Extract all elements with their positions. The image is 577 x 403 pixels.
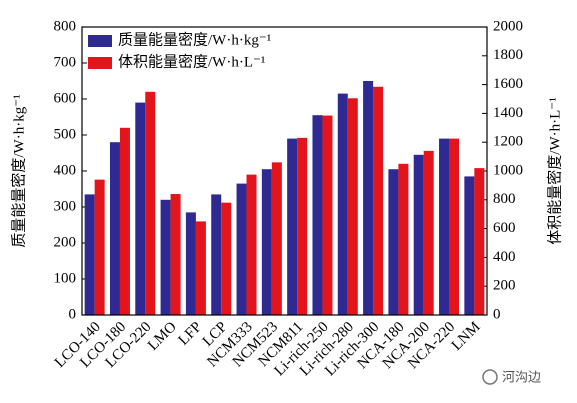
x-tick-label: LFP xyxy=(176,319,206,349)
legend-label: 体积能量密度/W·h·L⁻¹ xyxy=(118,53,265,70)
bar xyxy=(363,81,374,315)
y2-tick-label: 600 xyxy=(493,220,516,236)
bar xyxy=(398,163,409,315)
y-axis-title: 质量能量密度/W·h·kg⁻¹ xyxy=(10,94,27,247)
legend-label: 质量能量密度/W·h·kg⁻¹ xyxy=(118,31,271,48)
y2-tick-label: 1600 xyxy=(493,76,523,92)
y2-tick-label: 800 xyxy=(493,191,516,207)
y2-tick-label: 0 xyxy=(493,306,501,322)
watermark-text: 河沟边 xyxy=(502,371,541,386)
bar xyxy=(135,102,146,315)
y-tick-label: 800 xyxy=(54,18,77,34)
bar xyxy=(195,221,206,315)
bar xyxy=(322,115,333,315)
watermark: 河沟边 xyxy=(482,369,541,386)
plot-frame xyxy=(81,26,488,316)
y-tick-label: 400 xyxy=(54,162,77,178)
y-tick-label: 100 xyxy=(54,270,77,286)
bar xyxy=(297,137,308,315)
bar xyxy=(236,183,247,315)
watermark-icon xyxy=(482,369,498,385)
bar xyxy=(439,138,450,315)
bar xyxy=(287,138,298,315)
y-tick-label: 300 xyxy=(54,198,77,214)
bar xyxy=(347,98,358,315)
legend-swatch xyxy=(88,35,112,47)
bar xyxy=(221,202,232,315)
bar xyxy=(271,162,282,315)
bar xyxy=(413,154,424,315)
bar xyxy=(423,150,434,315)
bar xyxy=(94,179,105,315)
bar xyxy=(388,169,399,315)
y-tick-label: 600 xyxy=(54,90,77,106)
y2-tick-label: 2000 xyxy=(493,18,523,34)
bar xyxy=(246,174,257,315)
y-tick-label: 200 xyxy=(54,234,77,250)
y2-tick-label: 200 xyxy=(493,278,516,294)
bar xyxy=(84,194,95,315)
bar xyxy=(119,127,130,315)
bar xyxy=(211,194,222,315)
bar xyxy=(464,176,475,315)
bar xyxy=(170,194,181,315)
bar xyxy=(337,93,348,315)
y-tick-label: 0 xyxy=(69,306,77,322)
y-tick-label: 500 xyxy=(54,126,77,142)
bar xyxy=(449,138,460,315)
y2-tick-label: 1800 xyxy=(493,47,523,63)
y2-tick-label: 400 xyxy=(493,249,516,265)
bar xyxy=(261,169,272,315)
x-tick-label: LNM xyxy=(449,319,484,354)
legend-swatch xyxy=(88,57,112,69)
y-tick-label: 700 xyxy=(54,54,77,70)
bar xyxy=(185,212,196,315)
y2-tick-label: 1000 xyxy=(493,162,523,178)
bar xyxy=(373,86,384,315)
bar xyxy=(109,142,120,315)
bar xyxy=(160,199,171,315)
bar xyxy=(145,91,156,315)
y2-axis-title: 体积能量密度/W·h·L⁻¹ xyxy=(546,97,563,244)
bar xyxy=(474,168,485,315)
bar xyxy=(312,115,323,315)
x-tick-label: LMO xyxy=(145,319,180,354)
y2-tick-label: 1400 xyxy=(493,105,523,121)
y2-tick-label: 1200 xyxy=(493,134,523,150)
